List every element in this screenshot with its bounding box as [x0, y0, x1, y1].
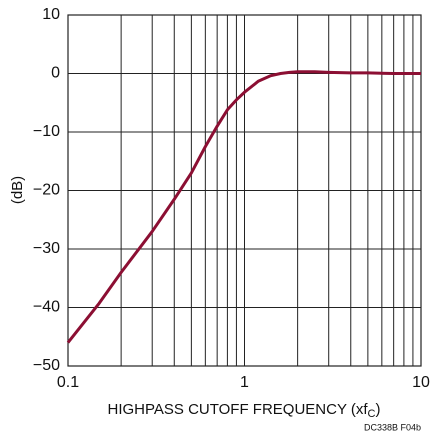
x-tick-label: 1: [240, 374, 249, 391]
y-tick-label: −40: [33, 299, 60, 316]
y-tick-label: −20: [33, 182, 60, 199]
figure-id: DC338B F04b: [364, 422, 421, 432]
plot-frame: [67, 14, 422, 367]
x-axis-label-suffix: ): [375, 401, 380, 418]
y-tick-label: 0: [51, 65, 60, 82]
y-tick-label: −10: [33, 123, 60, 140]
x-axis-label-subscript: C: [368, 408, 376, 420]
y-tick-label: −30: [33, 240, 60, 257]
response-curve: [66, 70, 421, 344]
x-tick-label: 10: [412, 374, 430, 391]
x-axis-label-text: HIGHPASS CUTOFF FREQUENCY (xf: [108, 401, 369, 418]
x-tick-label: 0.1: [57, 374, 79, 391]
y-tick-label: −50: [33, 357, 60, 374]
x-axis-label: HIGHPASS CUTOFF FREQUENCY (xfC): [108, 401, 381, 420]
y-tick-label: 10: [42, 6, 60, 23]
y-axis-label: (dB): [9, 176, 26, 204]
